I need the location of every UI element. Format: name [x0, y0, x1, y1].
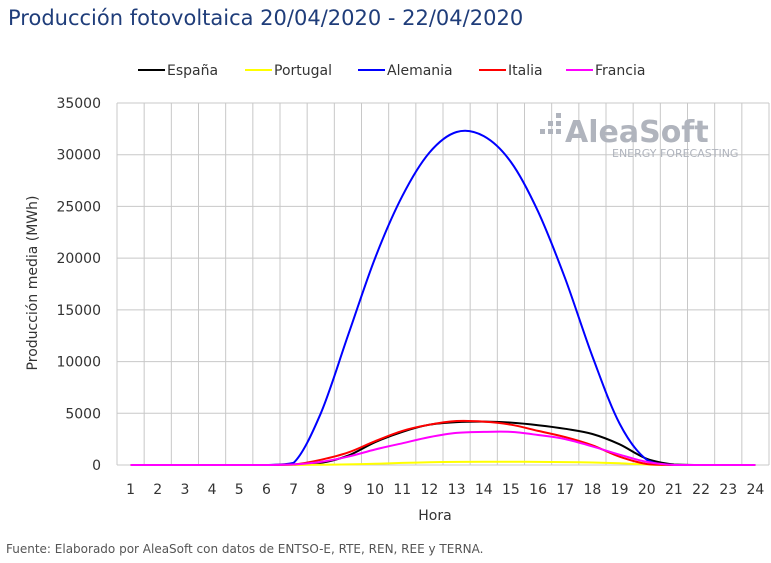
legend-label: Alemania — [387, 63, 453, 79]
x-tick-label: 23 — [719, 482, 737, 498]
legend-label: España — [167, 63, 218, 79]
y-tick-label: 15000 — [56, 303, 101, 319]
source-note: Fuente: Elaborado por AleaSoft con datos… — [6, 542, 484, 556]
x-tick-label: 20 — [638, 482, 656, 498]
aleasoft-logo: AleaSoft ENERGY FORECASTING — [540, 113, 738, 160]
x-tick-label: 8 — [316, 482, 325, 498]
x-tick-label: 4 — [208, 482, 217, 498]
x-tick-label: 6 — [262, 482, 271, 498]
y-tick-label: 0 — [92, 458, 101, 474]
legend-label: Portugal — [274, 63, 332, 79]
x-tick-label: 22 — [692, 482, 710, 498]
y-tick-label: 35000 — [56, 96, 101, 112]
x-axis-ticks: 1 2 3 4 5 6 7 8 9 10 11 12 13 14 15 16 17 18 19 20 21 22 23 24 — [126, 482, 764, 498]
y-axis-ticks: 0 5000 10000 15000 20000 25000 30000 35000 — [56, 96, 101, 474]
logo-dots-icon — [540, 113, 561, 134]
y-tick-label: 30000 — [56, 148, 101, 164]
y-tick-label: 5000 — [65, 406, 101, 422]
x-tick-label: 17 — [556, 482, 574, 498]
x-tick-label: 15 — [502, 482, 520, 498]
y-axis-label: Producción media (MWh) — [25, 196, 41, 371]
logo-name: AleaSoft — [565, 115, 709, 150]
series-lines — [130, 129, 756, 466]
legend-label: Italia — [508, 63, 543, 79]
x-tick-label: 14 — [475, 482, 493, 498]
x-axis-label: Hora — [418, 508, 451, 524]
series-line — [130, 430, 756, 466]
x-tick-label: 3 — [180, 482, 189, 498]
grid — [116, 102, 770, 466]
legend-label: Francia — [595, 63, 645, 79]
x-tick-label: 11 — [393, 482, 411, 498]
y-tick-label: 10000 — [56, 355, 101, 371]
x-tick-label: 10 — [366, 482, 384, 498]
chart-title: Producción fotovoltaica 20/04/2020 - 22/… — [8, 6, 524, 30]
x-tick-label: 12 — [421, 482, 439, 498]
x-tick-label: 19 — [611, 482, 629, 498]
x-tick-label: 16 — [529, 482, 547, 498]
x-tick-label: 18 — [584, 482, 602, 498]
x-tick-label: 24 — [747, 482, 765, 498]
x-tick-label: 13 — [448, 482, 466, 498]
logo-tagline: ENERGY FORECASTING — [612, 147, 738, 160]
y-tick-label: 20000 — [56, 251, 101, 267]
x-tick-label: 5 — [235, 482, 244, 498]
legend: España Portugal Alemania Italia Francia — [138, 63, 645, 79]
x-tick-label: 9 — [343, 482, 352, 498]
x-tick-label: 2 — [153, 482, 162, 498]
x-tick-label: 1 — [126, 482, 135, 498]
x-tick-label: 7 — [289, 482, 298, 498]
y-tick-label: 25000 — [56, 199, 101, 215]
x-tick-label: 21 — [665, 482, 683, 498]
